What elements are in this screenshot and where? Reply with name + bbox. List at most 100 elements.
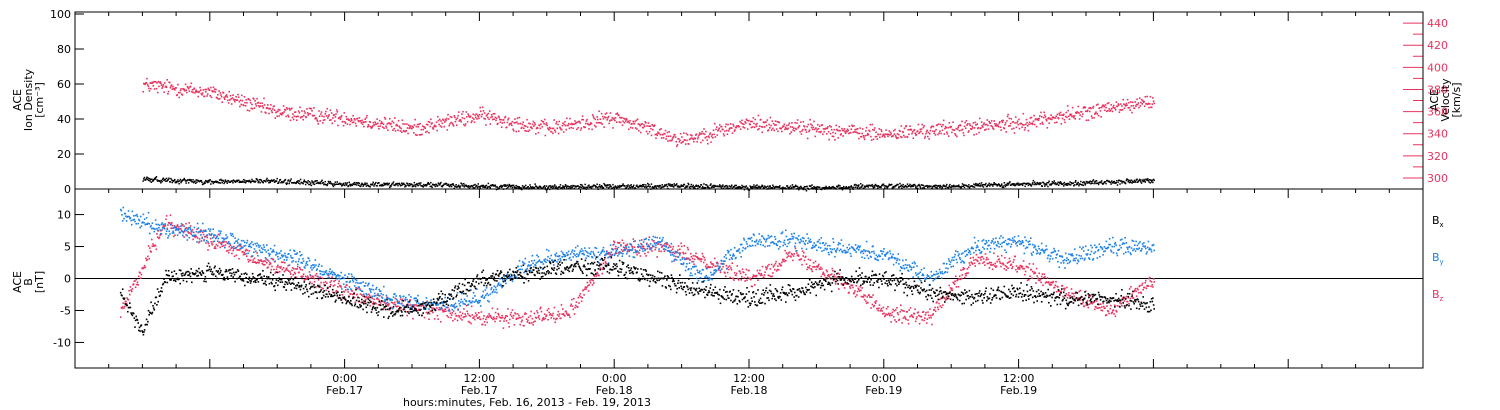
velocity-series-point [758, 127, 760, 130]
by-series-point [145, 223, 147, 225]
velocity-series-point [1071, 115, 1073, 118]
density-series-point [797, 187, 799, 189]
bz-series-point [893, 310, 896, 312]
density-series-point [428, 183, 431, 185]
velocity-series-point [289, 119, 292, 122]
bz-series-point [130, 289, 132, 291]
bz-series-point [222, 241, 224, 244]
bz-series-point [975, 253, 978, 256]
velocity-series-point [684, 139, 686, 141]
by-series-point [156, 227, 158, 230]
density-series-point [843, 185, 845, 188]
bz-series-point [217, 233, 220, 236]
density-series-point [459, 186, 461, 189]
bz-series-point [857, 287, 859, 290]
bz-series-point [531, 322, 533, 324]
bz-series-point [362, 300, 365, 302]
bz-series-point [182, 224, 184, 226]
bz-series-point [706, 266, 709, 269]
density-series-point [731, 184, 733, 186]
density-series-point [916, 187, 919, 190]
bz-series-point [947, 297, 950, 300]
bz-series-point [828, 275, 830, 278]
velocity-series-point [722, 133, 725, 135]
velocity-series-point [800, 133, 803, 135]
bz-series-point [489, 314, 492, 317]
density-series-point [841, 187, 843, 189]
bz-series-point [754, 274, 757, 277]
density-series-point [702, 185, 704, 188]
velocity-series-point [398, 125, 401, 128]
density-series-point [466, 185, 469, 187]
density-series-point [164, 178, 166, 181]
density-series-point [686, 185, 689, 187]
by-series-point [159, 229, 161, 231]
bz-series-point [384, 304, 387, 306]
bz-series-point [1069, 295, 1071, 297]
velocity-series-point [974, 121, 977, 124]
density-series-point [155, 176, 158, 178]
velocity-series-point [832, 131, 834, 134]
bz-series-point [183, 236, 185, 238]
by-series-point [161, 222, 163, 224]
velocity-series-point [579, 129, 582, 131]
density-series-point [853, 186, 855, 189]
density-series-point [566, 186, 568, 189]
bz-series-point [689, 259, 691, 261]
density-series-point [1012, 183, 1014, 185]
bz-series-point [192, 238, 194, 241]
density-series-point [933, 184, 935, 187]
bz-series-point [898, 318, 901, 321]
density-series-point [704, 186, 706, 189]
velocity-series-point [715, 126, 718, 128]
bz-series-point [915, 318, 918, 320]
density-series-point [313, 181, 315, 183]
velocity-series-point [395, 123, 398, 126]
density-series-point [236, 179, 238, 182]
velocity-series-point [874, 135, 877, 138]
density-series-point [768, 187, 770, 189]
by-series-point [133, 218, 136, 221]
velocity-series-point [802, 120, 805, 123]
bz-series-point [1012, 261, 1015, 263]
velocity-series-point [774, 124, 776, 126]
density-series-point [1003, 182, 1006, 184]
density-series-point [812, 187, 814, 189]
bz-series-point [520, 321, 523, 323]
density-series-point [409, 184, 411, 187]
density-series-point [404, 186, 406, 188]
density-series-point [351, 184, 354, 187]
bz-series-point [503, 320, 505, 322]
velocity-series-point [629, 120, 631, 122]
velocity-series-point [958, 129, 961, 132]
by-series-point [161, 227, 164, 229]
bz-series-point [912, 316, 914, 319]
density-series-point [418, 182, 421, 184]
velocity-series-point [1128, 106, 1131, 109]
bz-series-point [867, 301, 869, 304]
bz-series-point [744, 280, 746, 282]
velocity-series-point [506, 121, 509, 124]
velocity-series-point [479, 106, 481, 109]
by-series-point [183, 229, 186, 232]
bz-series-point [334, 279, 337, 282]
density-series-point [477, 183, 479, 185]
density-series-point [309, 183, 311, 186]
velocity-series-point [551, 127, 554, 130]
density-series-point [928, 185, 930, 187]
bz-series-point [1031, 270, 1034, 273]
density-series-point [1052, 181, 1055, 184]
velocity-series-point [815, 130, 818, 133]
density-series-point [973, 183, 975, 185]
density-series-point [502, 185, 504, 187]
velocity-series-point [421, 125, 424, 127]
velocity-series-point [303, 114, 305, 117]
density-series-point [642, 185, 644, 187]
density-series-point [422, 186, 424, 188]
velocity-series-point [859, 127, 861, 129]
density-series-point [468, 187, 471, 189]
bz-series-point [233, 255, 236, 258]
density-series-point [1147, 178, 1149, 180]
velocity-series-point [1138, 97, 1141, 99]
velocity-series-point [323, 119, 326, 121]
